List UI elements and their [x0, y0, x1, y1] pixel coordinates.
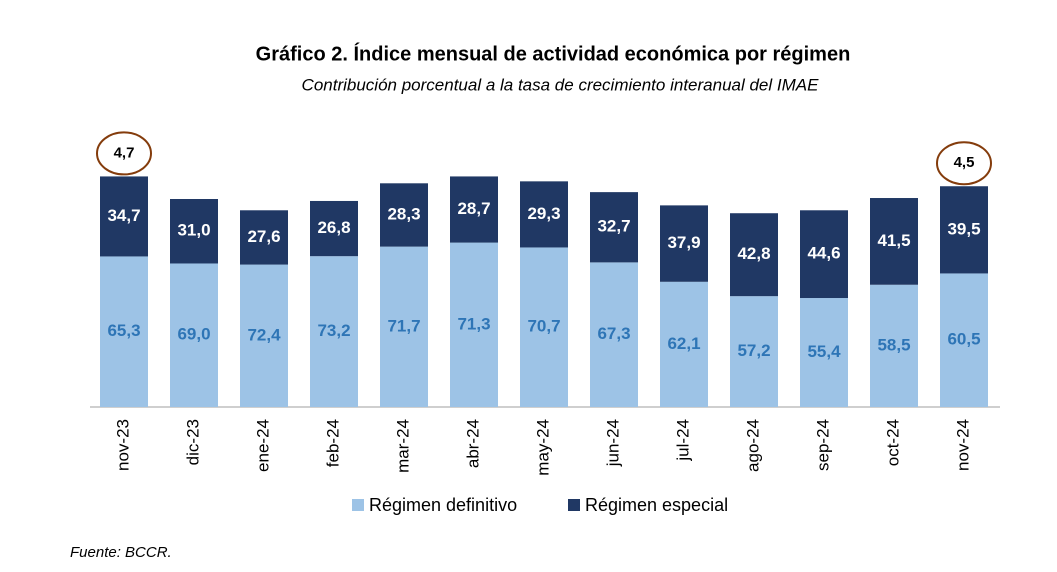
bar-segment: [590, 192, 638, 263]
bar-segment: [730, 213, 778, 297]
x-tick-label: sep-24: [813, 419, 832, 471]
legend-swatch: [352, 499, 364, 511]
value-label: 72,4: [247, 325, 281, 344]
total-label: 4,7: [114, 144, 135, 161]
chart-title: Gráfico 2. Índice mensual de actividad e…: [256, 42, 851, 65]
value-label: 67,3: [597, 324, 630, 343]
bar-segment: [450, 176, 498, 243]
value-label: 65,3: [107, 321, 140, 340]
x-tick-label: dic-23: [183, 419, 202, 465]
value-label: 28,7: [457, 199, 490, 218]
bar-segment: [310, 256, 358, 407]
value-label: 32,7: [597, 217, 630, 236]
x-tick-label: feb-24: [323, 419, 342, 467]
x-tick-label: nov-23: [113, 419, 132, 471]
x-tick-label: ago-24: [743, 419, 762, 472]
bar-segment: [800, 210, 848, 299]
value-label: 70,7: [527, 317, 560, 336]
legend-label: Régimen especial: [585, 495, 728, 515]
value-label: 58,5: [877, 335, 910, 354]
value-label: 41,5: [877, 231, 910, 250]
bar-segment: [660, 281, 708, 407]
bar-segment: [800, 298, 848, 407]
bar-segment: [450, 242, 498, 407]
bar-segment: [380, 183, 428, 247]
source: Fuente: BCCR.: [70, 544, 172, 561]
value-label: 62,1: [667, 334, 700, 353]
bar-segment: [520, 181, 568, 248]
legend-swatch: [568, 499, 580, 511]
legend-label: Régimen definitivo: [369, 495, 517, 515]
value-label: 55,4: [807, 342, 841, 361]
value-label: 57,2: [737, 341, 770, 360]
chart-subtitle: Contribución porcentual a la tasa de cre…: [302, 75, 820, 94]
bar-segment: [240, 264, 288, 407]
bar-segment: [520, 247, 568, 407]
bar-segment: [940, 273, 988, 407]
bar-segment: [940, 186, 988, 274]
value-label: 26,8: [317, 218, 350, 237]
value-label: 29,3: [527, 204, 560, 223]
bar-segment: [590, 262, 638, 407]
x-tick-label: jun-24: [603, 419, 622, 467]
value-label: 27,6: [247, 227, 280, 246]
x-tick-label: ene-24: [253, 419, 272, 472]
highlight-circle: [936, 141, 992, 186]
value-label: 71,3: [457, 314, 490, 333]
value-label: 37,9: [667, 233, 700, 252]
value-label: 60,5: [947, 330, 980, 349]
x-tick-label: abr-24: [463, 419, 482, 468]
bar-segment: [310, 200, 358, 257]
value-label: 69,0: [177, 325, 210, 344]
bar-segment: [170, 199, 218, 264]
bar-segment: [240, 210, 288, 265]
bar-segment: [170, 263, 218, 407]
x-tick-label: jul-24: [673, 419, 692, 462]
value-label: 71,7: [387, 316, 420, 335]
value-label: 73,2: [317, 321, 350, 340]
x-tick-label: mar-24: [393, 419, 412, 473]
total-label: 4,5: [954, 154, 975, 171]
value-label: 34,7: [107, 206, 140, 225]
value-label: 44,6: [807, 244, 840, 263]
value-label: 42,8: [737, 244, 770, 263]
value-label: 28,3: [387, 204, 420, 223]
value-label: 31,0: [177, 221, 210, 240]
bar-segment: [380, 246, 428, 407]
bar-segment: [660, 205, 708, 282]
bar-segment: [730, 296, 778, 407]
highlight-circle: [96, 131, 152, 176]
x-tick-label: may-24: [533, 419, 552, 476]
x-tick-label: oct-24: [883, 419, 902, 466]
bar-segment: [100, 256, 148, 407]
x-tick-label: nov-24: [953, 419, 972, 471]
bar-segment: [870, 198, 918, 285]
bar-segment: [100, 176, 148, 257]
bar-segment: [870, 284, 918, 407]
value-label: 39,5: [947, 219, 980, 238]
